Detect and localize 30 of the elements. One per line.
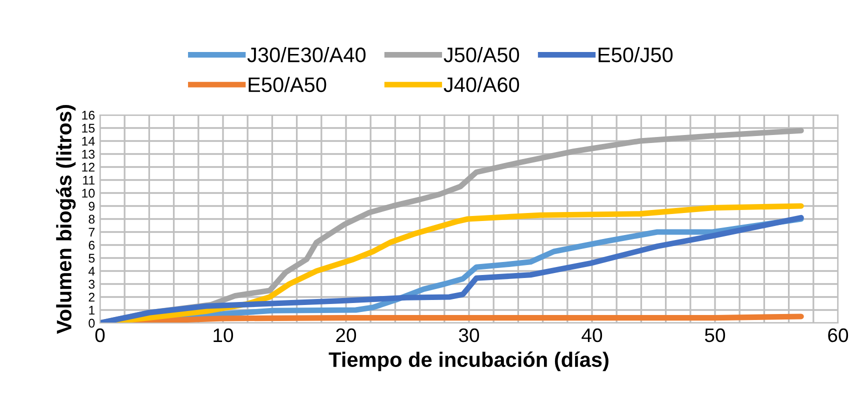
x-tick-label: 30 <box>458 328 480 342</box>
y-axis-title: Volumen biogás (litros) <box>56 105 76 334</box>
y-tick-label: 1 <box>89 306 95 315</box>
legend-label: J40/A60 <box>444 76 520 92</box>
legend-label: J30/E30/A40 <box>247 47 366 62</box>
y-tick-label: 4 <box>88 266 95 276</box>
x-tick-label: 50 <box>704 328 726 342</box>
x-tick-label: 60 <box>828 328 848 342</box>
y-tick-label: 13 <box>82 150 95 159</box>
y-tick-label: 0 <box>88 318 95 328</box>
x-tick-label: 40 <box>582 328 602 342</box>
y-tick-label: 9 <box>88 202 95 211</box>
y-tick-label: 15 <box>82 124 95 133</box>
y-tick-label: 11 <box>83 176 95 185</box>
y-tick-label: 7 <box>88 228 95 237</box>
y-tick-label: 3 <box>88 280 95 289</box>
y-tick-label: 8 <box>88 214 95 224</box>
x-axis-title: Tiempo de incubación (días) <box>328 352 608 372</box>
y-tick-label: 14 <box>82 136 95 146</box>
y-tick-label: 6 <box>88 240 95 250</box>
y-tick-label: 12 <box>82 162 95 172</box>
y-tick-label: 16 <box>82 110 95 120</box>
y-tick-label: 2 <box>88 292 95 302</box>
y-tick-label: 10 <box>82 188 95 198</box>
x-tick-label: 10 <box>214 328 234 342</box>
x-tick-label: 20 <box>336 328 356 342</box>
legend-label: E50/J50 <box>598 47 673 62</box>
y-tick-label: 5 <box>88 254 95 263</box>
legend-label: E50/A50 <box>248 76 326 92</box>
legend-label: J50/A50 <box>444 47 520 62</box>
